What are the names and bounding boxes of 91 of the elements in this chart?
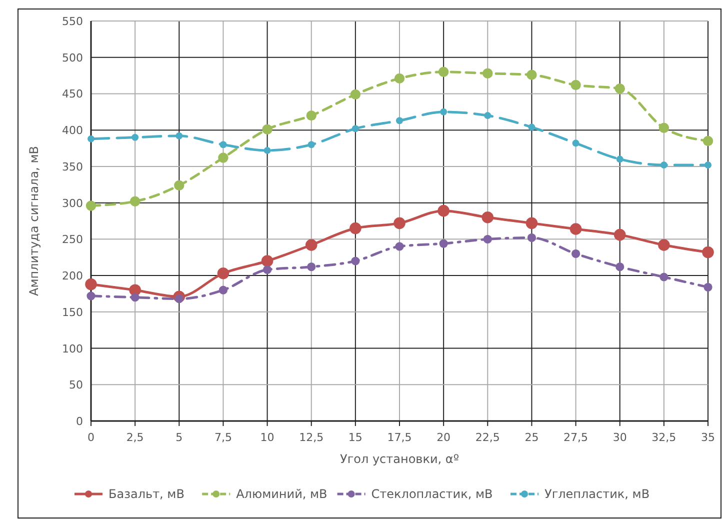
point bbox=[86, 200, 96, 211]
point bbox=[174, 180, 184, 190]
x-tick-label: 30 bbox=[612, 431, 627, 444]
x-tick-label: 17,5 bbox=[387, 431, 412, 444]
point bbox=[614, 228, 626, 241]
x-tick-label: 15 bbox=[348, 431, 362, 444]
point bbox=[616, 156, 624, 163]
point bbox=[352, 125, 359, 132]
point bbox=[614, 84, 625, 94]
point bbox=[396, 117, 403, 124]
y-tick-label: 150 bbox=[62, 306, 83, 319]
point bbox=[438, 204, 450, 217]
legend-label: Алюминий, мВ bbox=[236, 487, 328, 501]
point bbox=[660, 272, 668, 282]
point bbox=[85, 278, 97, 290]
point bbox=[220, 141, 227, 148]
y-tick-label: 200 bbox=[62, 270, 83, 283]
point bbox=[439, 239, 448, 248]
legend-label: Углепластик, мВ bbox=[544, 487, 650, 501]
point bbox=[217, 267, 230, 280]
point bbox=[704, 162, 712, 168]
y-tick-label: 100 bbox=[62, 342, 83, 356]
point bbox=[174, 294, 184, 304]
point bbox=[526, 217, 538, 230]
legend-label: Стеклопластик, мВ bbox=[371, 487, 493, 501]
point bbox=[570, 223, 582, 235]
point bbox=[616, 262, 624, 272]
point bbox=[394, 73, 405, 84]
x-tick-label: 7,5 bbox=[214, 431, 232, 444]
point bbox=[482, 68, 493, 78]
y-tick-label: 300 bbox=[62, 196, 83, 210]
y-tick-label: 500 bbox=[62, 51, 83, 64]
x-tick-label: 12,5 bbox=[299, 431, 324, 444]
point bbox=[572, 140, 580, 147]
point bbox=[702, 246, 714, 258]
point bbox=[484, 112, 492, 120]
x-tick-label: 22,5 bbox=[475, 431, 500, 444]
point bbox=[704, 282, 712, 292]
point bbox=[483, 234, 492, 244]
point bbox=[264, 146, 271, 154]
point bbox=[130, 293, 140, 302]
point bbox=[395, 242, 404, 251]
point bbox=[350, 222, 362, 234]
x-tick-label: 27,5 bbox=[564, 431, 588, 444]
y-tick-label: 350 bbox=[62, 160, 83, 174]
point bbox=[440, 108, 448, 116]
point bbox=[218, 286, 228, 294]
y-tick-label: 550 bbox=[62, 15, 83, 28]
point bbox=[307, 262, 316, 272]
point bbox=[438, 66, 449, 78]
y-tick-label: 450 bbox=[62, 88, 83, 101]
point bbox=[702, 136, 714, 146]
point bbox=[350, 89, 361, 100]
x-tick-label: 5 bbox=[176, 431, 183, 444]
point bbox=[132, 134, 139, 141]
legend-label: Базальт, мВ bbox=[108, 487, 184, 501]
point bbox=[130, 196, 140, 206]
point bbox=[86, 292, 96, 300]
x-tick-label: 20 bbox=[436, 431, 451, 444]
point bbox=[262, 124, 272, 134]
x-tick-label: 2,5 bbox=[126, 431, 144, 444]
point bbox=[262, 265, 272, 274]
point bbox=[176, 132, 183, 140]
point bbox=[308, 141, 315, 148]
x-tick-label: 25 bbox=[524, 431, 539, 444]
x-tick-label: 0 bbox=[88, 431, 94, 444]
point bbox=[526, 70, 537, 80]
x-axis-title: Угол установки, αº bbox=[340, 452, 460, 466]
point bbox=[660, 162, 668, 168]
y-tick-label: 0 bbox=[76, 415, 83, 428]
y-tick-label: 50 bbox=[69, 378, 83, 392]
point bbox=[528, 124, 536, 131]
y-axis-title: Амплитуда сигнала, мВ bbox=[27, 146, 41, 296]
point bbox=[570, 80, 581, 90]
x-tick-label: 32,5 bbox=[652, 431, 676, 444]
point bbox=[306, 110, 316, 121]
point bbox=[394, 217, 406, 230]
x-tick-label: 35 bbox=[701, 431, 715, 444]
x-tick-label: 10 bbox=[260, 431, 274, 444]
point bbox=[658, 122, 670, 134]
point bbox=[218, 152, 228, 163]
y-tick-label: 250 bbox=[62, 233, 83, 246]
point bbox=[261, 255, 274, 267]
point bbox=[351, 256, 360, 266]
point bbox=[571, 249, 580, 258]
point bbox=[305, 239, 318, 251]
point bbox=[88, 135, 94, 142]
point bbox=[658, 239, 670, 251]
point bbox=[482, 211, 494, 224]
y-tick-label: 400 bbox=[62, 124, 83, 138]
point bbox=[527, 233, 536, 242]
